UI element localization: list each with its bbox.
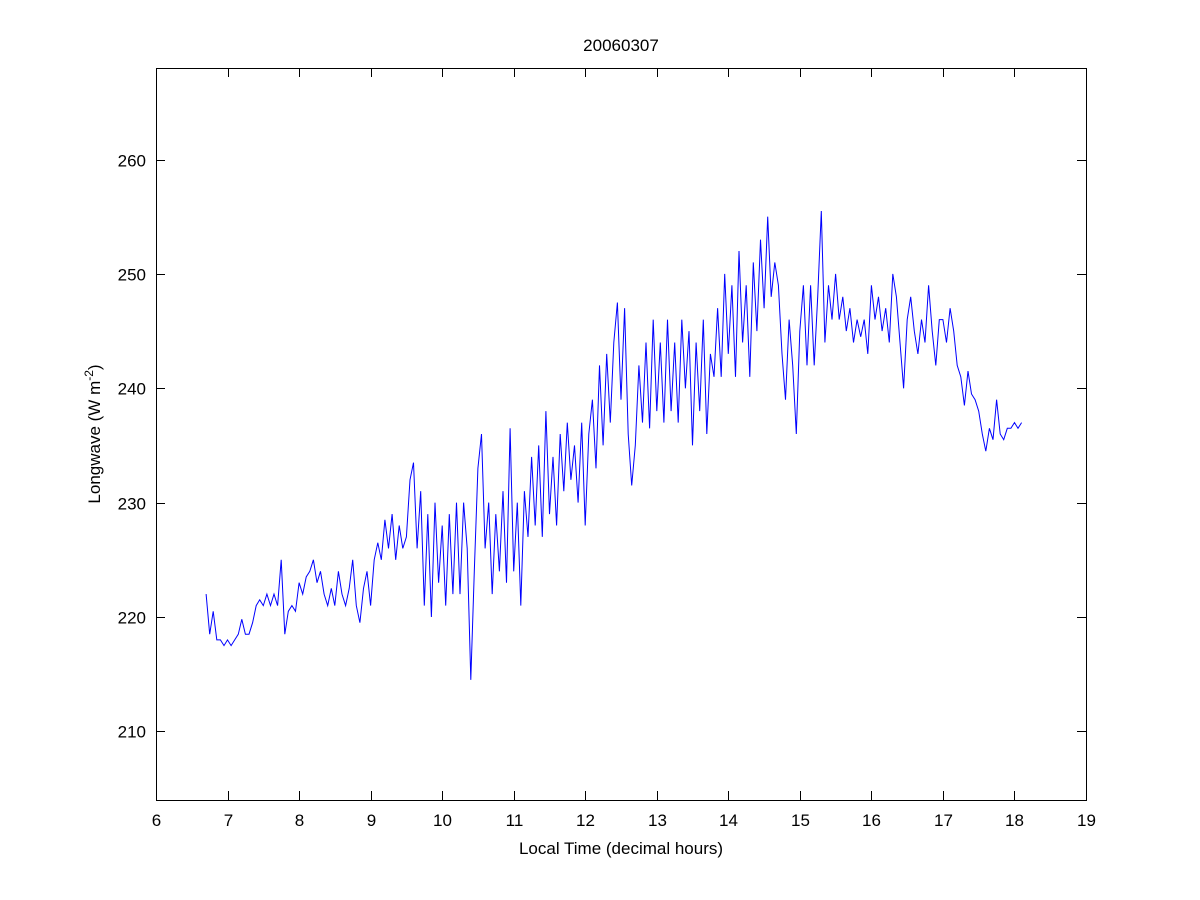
y-tick-label: 240: [118, 380, 146, 399]
x-tick-label: 10: [433, 811, 452, 830]
y-tick-label: 220: [118, 609, 146, 628]
x-tick-label: 18: [1005, 811, 1024, 830]
x-tick-label: 7: [224, 811, 233, 830]
x-tick-label: 14: [719, 811, 738, 830]
x-tick-labels: 6 7 8 9 10 11 12 13 14 15 16 17 18 19: [152, 811, 1096, 830]
y-tick-label: 230: [118, 495, 146, 514]
ticks: [156, 68, 1087, 800]
y-tick-labels: 210 220 230 240 250 260: [118, 152, 146, 742]
series-line: [205, 210, 1023, 680]
x-axis-label: Local Time (decimal hours): [519, 839, 723, 858]
y-axis-label-superscript: -2: [82, 370, 96, 381]
chart-title: 20060307: [583, 36, 659, 55]
y-axis-label: Longwave (W m-2): [82, 364, 104, 503]
x-tick-label: 11: [506, 811, 524, 830]
x-tick-label: 19: [1077, 811, 1096, 830]
plot-frame: [156, 68, 1087, 801]
x-tick-label: 9: [367, 811, 376, 830]
x-tick-label: 12: [576, 811, 595, 830]
y-axis-label-close: ): [85, 364, 104, 370]
y-tick-label: 260: [118, 152, 146, 171]
y-tick-label: 210: [118, 723, 146, 742]
x-tick-label: 16: [862, 811, 881, 830]
y-tick-label: 250: [118, 266, 146, 285]
x-tick-label: 15: [791, 811, 810, 830]
x-tick-label: 17: [934, 811, 953, 830]
x-tick-label: 8: [295, 811, 304, 830]
y-axis-label-main: Longwave (W m: [85, 381, 104, 504]
x-tick-label: 13: [648, 811, 667, 830]
plot-background: [156, 68, 1086, 800]
x-tick-label: 6: [152, 811, 161, 830]
